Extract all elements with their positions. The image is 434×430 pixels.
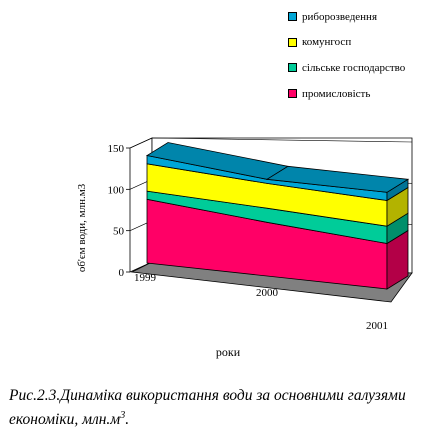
series-top-face: [265, 165, 410, 193]
legend-swatch: [288, 37, 297, 47]
chart-legend: риборозведення комунгосп сільське господар…: [288, 4, 428, 106]
legend-item: сільське господарство: [288, 55, 428, 81]
caption-text: Рис.2.3.Динаміка використання води за ос…: [9, 387, 406, 429]
legend-label: промисловість: [302, 87, 371, 100]
legend-label: риборозведення: [302, 10, 378, 23]
legend-item: риборозведення: [288, 4, 428, 30]
legend-swatch: [288, 12, 297, 22]
x-tick-label: 2000: [256, 287, 279, 299]
grid-line: [129, 137, 153, 149]
y-tick-label: 100: [108, 184, 125, 196]
y-tick-label: 0: [119, 267, 125, 279]
figure-caption: Рис.2.3.Динаміка використання води за ос…: [9, 386, 429, 430]
y-tick-label: 50: [113, 226, 125, 238]
x-axis-label: роки: [216, 345, 241, 359]
legend-item: комунгосп: [288, 30, 428, 56]
y-tick-label: 150: [108, 143, 125, 155]
x-tick-label: 1999: [134, 272, 157, 284]
x-tick-label: 2001: [366, 320, 388, 332]
legend-swatch: [288, 89, 297, 99]
caption-superscript: 3: [120, 410, 126, 421]
y-axis-label: об'єм води, млн.м3: [76, 183, 88, 272]
legend-label: сільське господарство: [302, 61, 406, 74]
grid-line: [151, 137, 413, 143]
caption-end: .: [125, 411, 130, 429]
chart-plot: 0 50 100 150 1999 2000 2001 об'єм води, млн.м3 р…: [76, 137, 413, 359]
legend-label: комунгосп: [302, 36, 352, 49]
legend-swatch: [288, 63, 297, 73]
legend-item: промисловість: [288, 81, 428, 107]
